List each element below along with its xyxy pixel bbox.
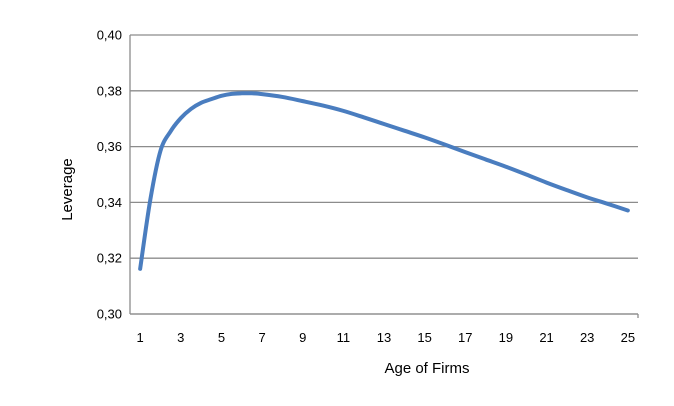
x-tick-label: 19	[499, 330, 513, 345]
x-tick-label: 13	[377, 330, 391, 345]
y-tick-label: 0,40	[97, 28, 122, 43]
x-tick-label: 7	[258, 330, 265, 345]
y-tick-label: 0,30	[97, 307, 122, 322]
x-tick-label: 3	[177, 330, 184, 345]
y-tick-label: 0,32	[97, 251, 122, 266]
x-tick-label: 11	[337, 330, 351, 345]
y-tick-label: 0,36	[97, 139, 122, 154]
x-tick-label: 25	[621, 330, 635, 345]
y-axis-tick-labels: 0,30 0,32 0,34 0,36 0,38 0,40	[97, 28, 122, 322]
x-tick-label: 5	[218, 330, 225, 345]
x-axis-tick-labels: 1 3 5 7 9 11 13 15 17 19 21 23 25	[137, 330, 636, 345]
axes	[129, 35, 639, 318]
y-axis-title: Leverage	[59, 158, 76, 221]
y-tick-label: 0,38	[97, 83, 122, 98]
x-tick-label: 21	[539, 330, 553, 345]
series-line	[138, 91, 630, 271]
x-tick-label: 1	[137, 330, 144, 345]
x-tick-label: 15	[417, 330, 431, 345]
horizontal-gridlines	[130, 34, 638, 315]
y-tick-label: 0,34	[97, 195, 122, 210]
x-tick-label: 9	[299, 330, 306, 345]
x-axis-title: Age of Firms	[384, 360, 469, 377]
x-tick-label: 23	[580, 330, 594, 345]
series-group	[138, 91, 630, 271]
x-tick-label: 17	[458, 330, 472, 345]
